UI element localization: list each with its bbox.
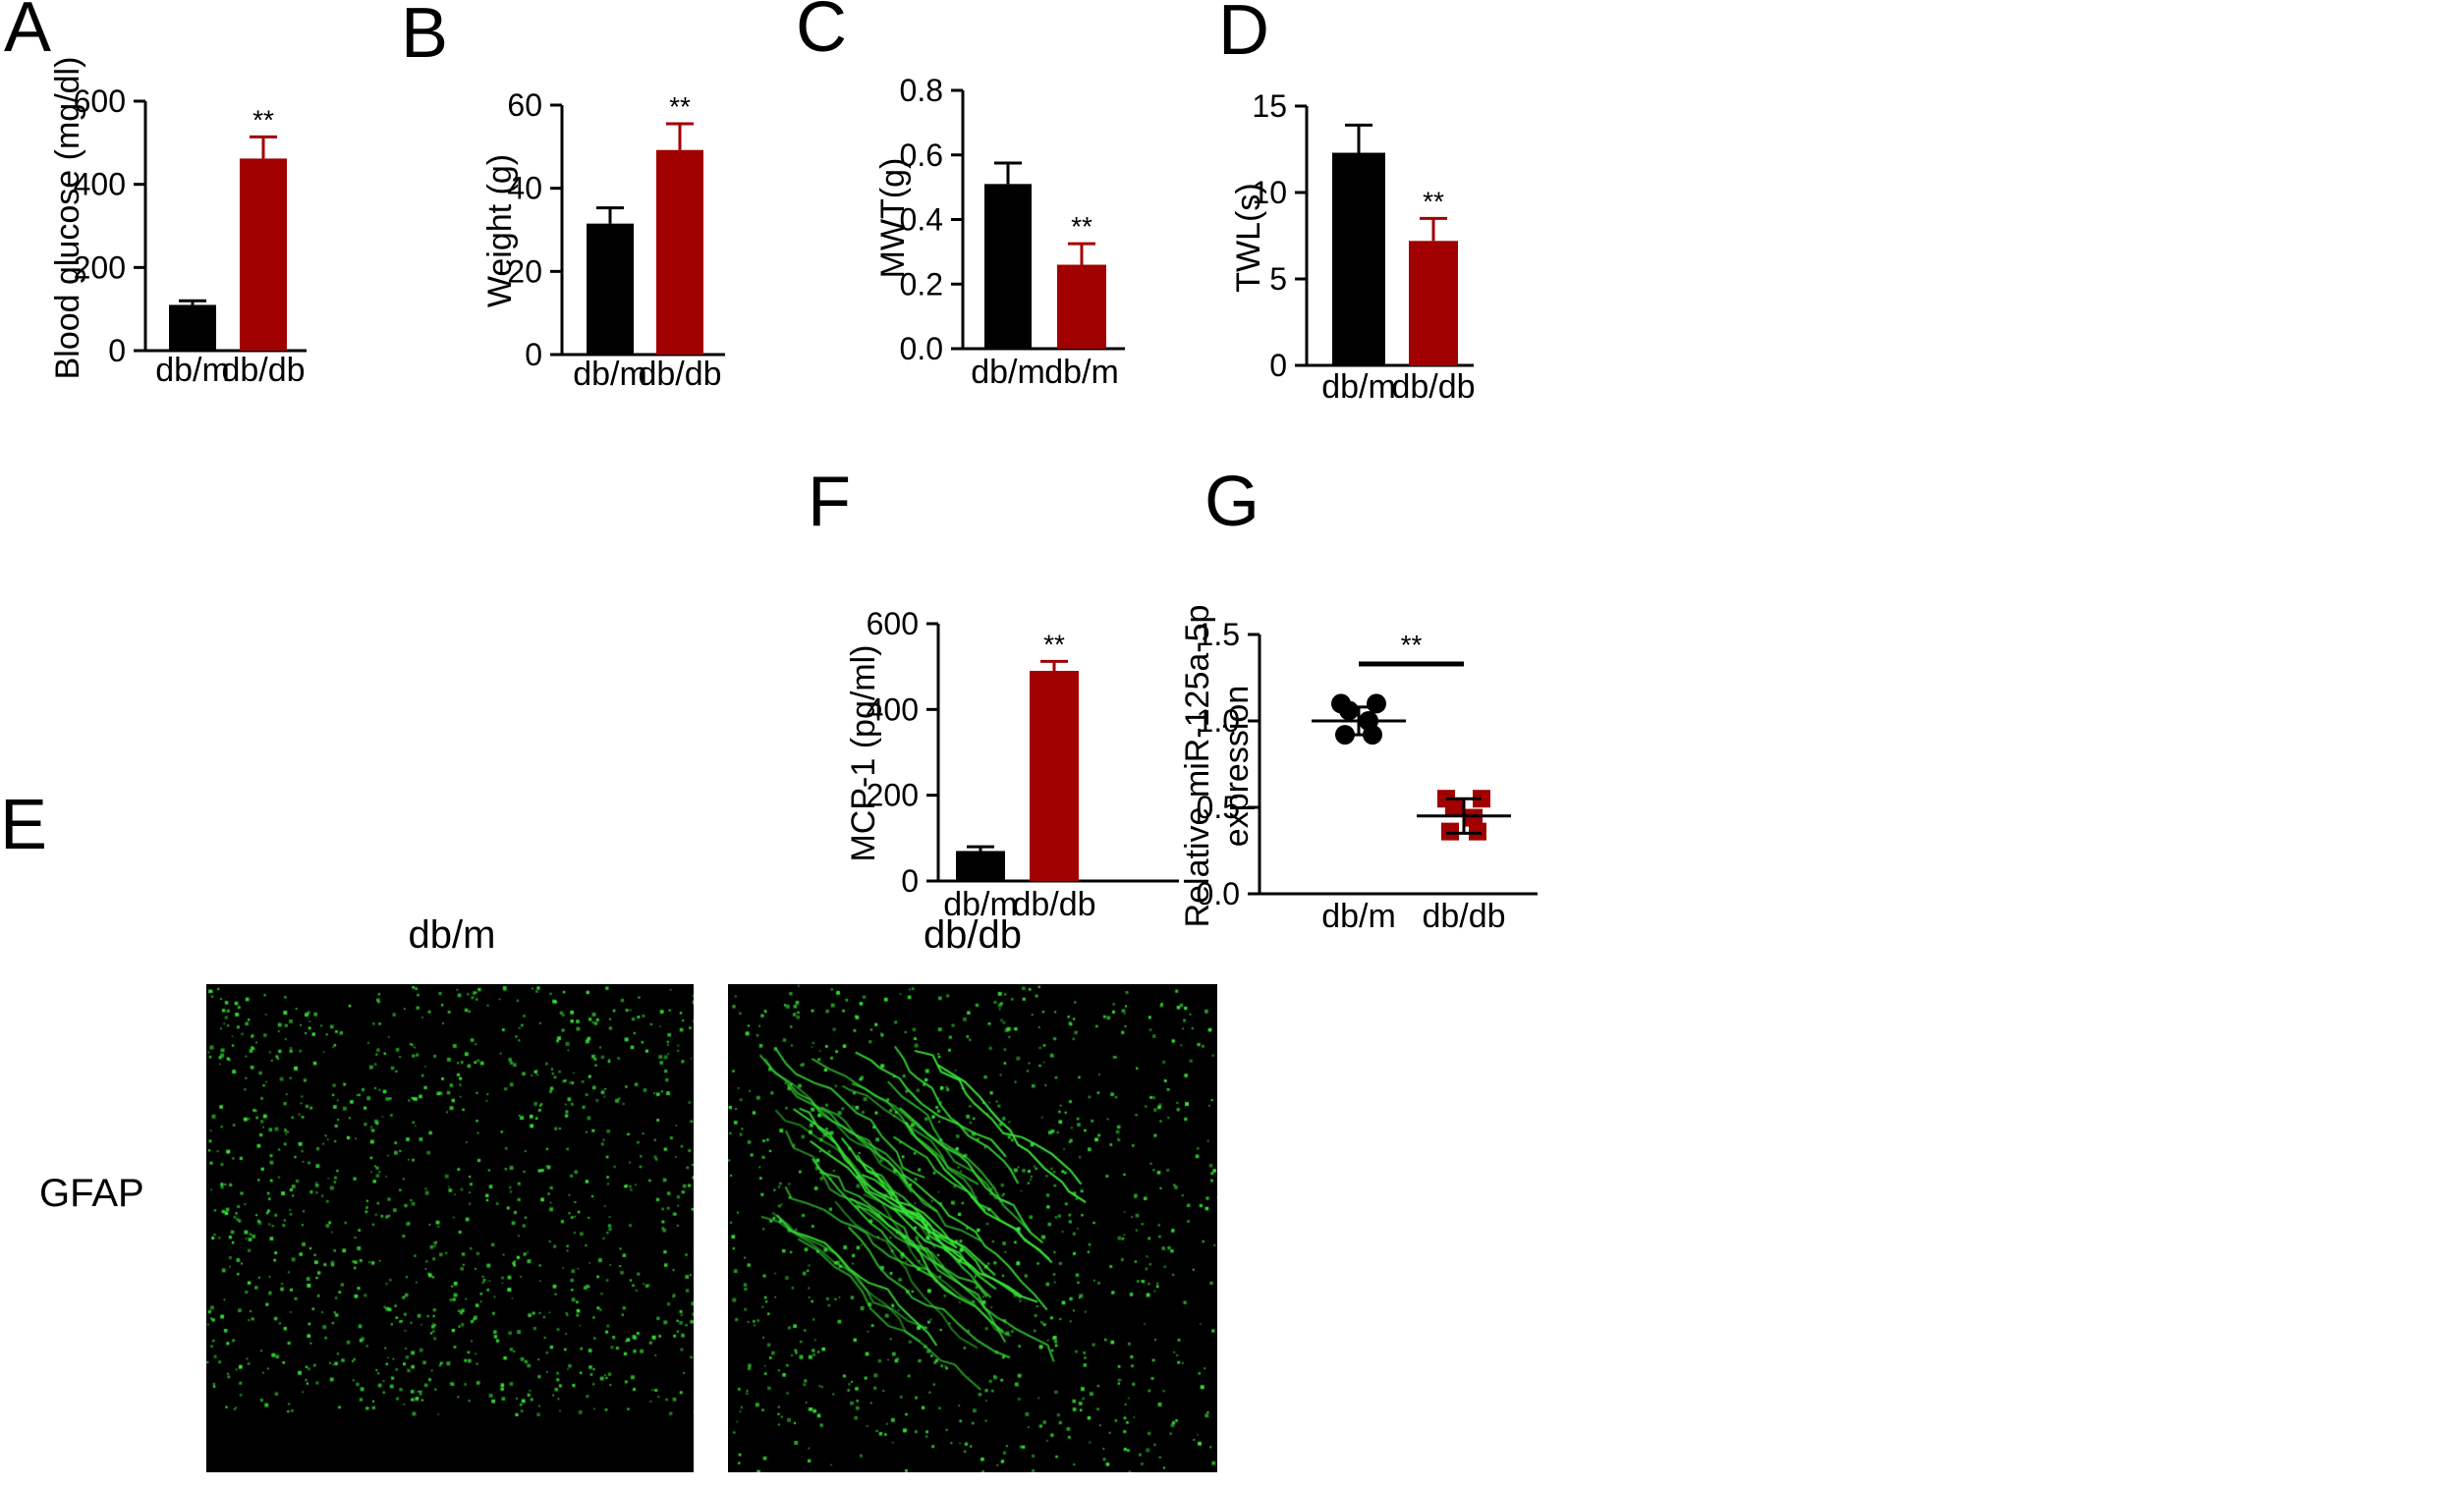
- y-tick-label: 600: [74, 83, 126, 119]
- data-point: [1367, 693, 1386, 714]
- data-point: [1445, 799, 1463, 816]
- y-tick-label: 0: [901, 863, 919, 899]
- significance-marker: **: [669, 91, 691, 122]
- y-axis-label: MWT(g): [874, 158, 912, 279]
- bar-1: [656, 149, 703, 355]
- y-tick-label: 200: [867, 778, 919, 813]
- y-tick-label: 1.0: [1197, 703, 1240, 739]
- y-tick-label: 0.4: [900, 202, 943, 238]
- panel-letter-d: D: [1218, 0, 1269, 70]
- data-point: [1441, 822, 1459, 841]
- y-tick-label: 1.5: [1197, 617, 1240, 652]
- y-axis-label: Blood glucose (mg/dl): [49, 57, 86, 380]
- y-tick-label: 0.0: [900, 331, 943, 366]
- panel-letter-g: G: [1204, 463, 1260, 541]
- y-axis-label: Weight (g): [481, 154, 519, 307]
- x-category-label: db/m: [971, 354, 1045, 391]
- bar-0: [956, 851, 1005, 881]
- y-axis-label: TWL(s): [1230, 183, 1267, 292]
- y-tick-label: 5: [1269, 261, 1287, 297]
- data-point: [1465, 808, 1483, 827]
- y-tick-label: 0.5: [1197, 790, 1240, 825]
- panel-letter-c: C: [796, 0, 847, 67]
- y-tick-label: 15: [1252, 88, 1287, 124]
- x-category-label: db/m: [1321, 368, 1396, 406]
- x-category-label: db/m: [1044, 354, 1119, 391]
- y-tick-label: 0.0: [1197, 876, 1240, 911]
- y-tick-label: 600: [867, 606, 919, 641]
- y-tick-label: 0: [108, 333, 126, 368]
- y-tick-label: 0: [525, 337, 542, 372]
- y-tick-label: 400: [867, 691, 919, 727]
- micrograph-row-label-gfap: GFAP: [39, 1172, 144, 1215]
- x-category-label: db/db: [638, 356, 721, 393]
- bar-1: [1030, 671, 1079, 881]
- bar-1: [1057, 264, 1106, 349]
- x-category-label: db/db: [1422, 898, 1505, 935]
- x-category-label: db/m: [943, 886, 1018, 923]
- panel-letter-b: B: [401, 0, 448, 73]
- bar-1: [240, 158, 287, 351]
- y-tick-label: 20: [507, 253, 542, 289]
- bar-0: [169, 304, 216, 351]
- panel-letter-e: E: [0, 786, 47, 864]
- x-category-label: db/m: [1321, 898, 1396, 935]
- y-tick-label: 200: [74, 249, 126, 285]
- panel-d: D 0 5 10 15 TWL(s) db/mdb/db **: [1218, 0, 1476, 406]
- y-axis-label: Relative miR-125a-5pexpression: [1179, 605, 1256, 928]
- x-category-label: db/db: [221, 352, 305, 389]
- panel-b: B 0 20 40 60 Weight (g) db/mdb/db **: [401, 0, 725, 393]
- y-tick-label: 10: [1252, 175, 1287, 210]
- y-axis-label: MCP-1 (pg/ml): [845, 644, 882, 861]
- y-tick-label: 0.6: [900, 138, 943, 173]
- data-point: [1339, 700, 1359, 721]
- bar-0: [587, 223, 634, 355]
- micrograph-db-m: [206, 984, 694, 1472]
- panel-e: E db/m db/db GFAP: [0, 786, 1022, 1215]
- significance-marker: **: [1071, 211, 1092, 242]
- bar-0: [984, 184, 1032, 349]
- micrograph-column-label-db-db: db/db: [924, 913, 1022, 957]
- x-category-label: db/m: [155, 352, 230, 389]
- panel-letter-a: A: [4, 0, 51, 67]
- y-tick-label: 0.2: [900, 266, 943, 302]
- significance-marker: **: [1401, 630, 1423, 660]
- panel-letter-f: F: [808, 463, 851, 541]
- y-tick-label: 0.8: [900, 73, 943, 108]
- data-point: [1469, 822, 1486, 841]
- x-category-label: db/m: [573, 356, 647, 393]
- y-tick-label: 60: [507, 87, 542, 123]
- significance-marker: **: [252, 104, 274, 135]
- significance-marker: **: [1423, 186, 1444, 216]
- panel-c: C 0.0 0.2 0.4 0.6 0.8 MWT(g) db/m db/m **: [796, 0, 1125, 391]
- y-tick-label: 400: [74, 167, 126, 202]
- bar-0: [1332, 152, 1385, 365]
- micrograph-column-label-db-m: db/m: [409, 913, 496, 957]
- x-category-label: db/db: [1391, 368, 1475, 406]
- significance-marker: **: [1043, 629, 1065, 659]
- y-tick-label: 40: [507, 171, 542, 206]
- y-tick-label: 0: [1269, 348, 1287, 383]
- micrograph-db-db: [728, 984, 1217, 1472]
- bar-1: [1409, 241, 1458, 365]
- x-category-label: db/db: [1012, 886, 1095, 923]
